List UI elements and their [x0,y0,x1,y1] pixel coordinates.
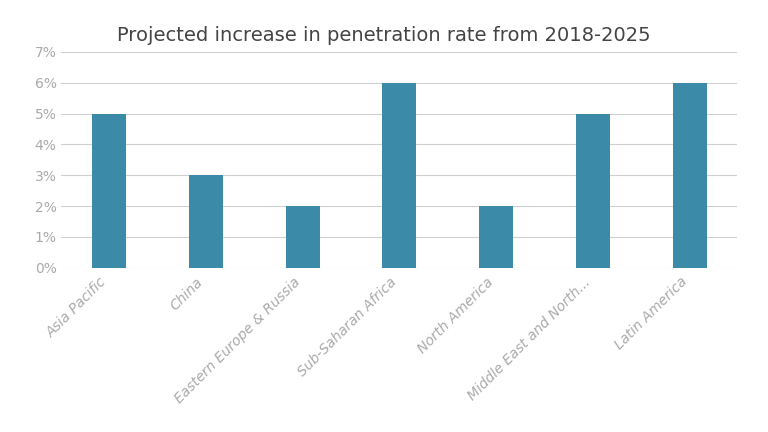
Bar [479,206,513,268]
Bar [576,114,610,268]
Bar [92,114,126,268]
Bar [189,175,223,268]
Bar [673,83,707,268]
Bar [382,83,416,268]
Bar [286,206,319,268]
Text: Projected increase in penetration rate from 2018-2025: Projected increase in penetration rate f… [118,26,650,45]
